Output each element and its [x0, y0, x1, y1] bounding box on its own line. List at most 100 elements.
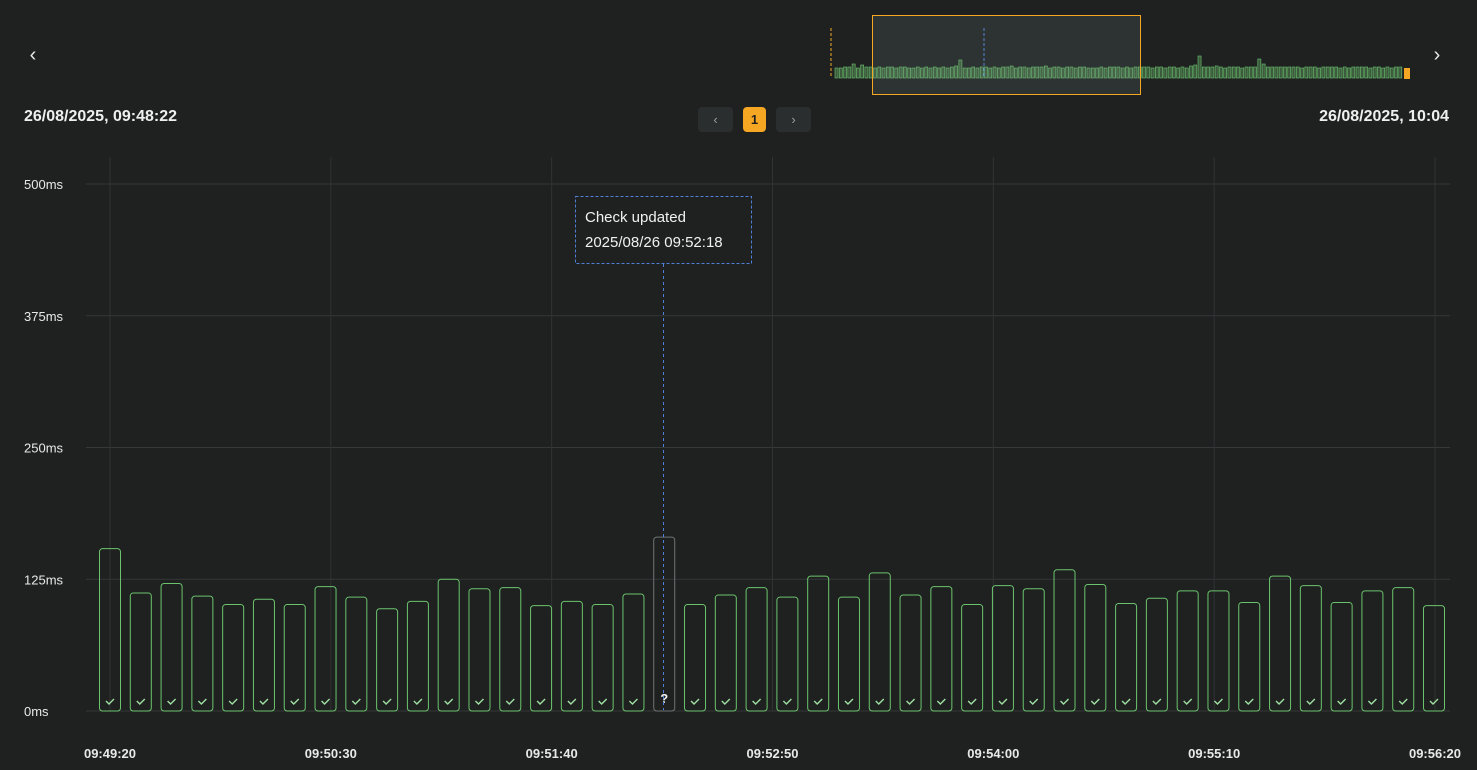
bar-outline[interactable]: [1238, 601, 1261, 712]
bar-outline[interactable]: [653, 536, 676, 712]
bar-outline[interactable]: [899, 594, 922, 712]
bar-outline[interactable]: [345, 596, 368, 712]
response-bar[interactable]: [160, 582, 183, 712]
bar-outline[interactable]: [930, 586, 953, 712]
response-bar[interactable]: [745, 587, 768, 712]
bar-outline[interactable]: [1361, 590, 1384, 712]
bar-outline[interactable]: [714, 594, 737, 712]
response-bar[interactable]: [930, 586, 953, 712]
bar-outline[interactable]: [160, 582, 183, 712]
bar-outline[interactable]: [191, 595, 214, 712]
overview-selection-window[interactable]: [872, 15, 1141, 95]
response-bar[interactable]: [622, 593, 645, 712]
bar-outline[interactable]: [283, 604, 306, 712]
bar-outline[interactable]: [129, 592, 152, 712]
timeline-overview[interactable]: [825, 12, 1425, 102]
bar-outline[interactable]: [622, 593, 645, 712]
response-bar[interactable]: [591, 604, 614, 712]
bar-outline[interactable]: [776, 596, 799, 712]
overview-bar: [1219, 66, 1223, 79]
bar-outline[interactable]: [1299, 585, 1322, 712]
response-bar[interactable]: [191, 595, 214, 712]
response-bar[interactable]: [1361, 590, 1384, 712]
response-bar[interactable]: [1330, 601, 1353, 712]
response-bar[interactable]: [1269, 575, 1292, 712]
response-bar[interactable]: [714, 594, 737, 712]
bar-outline[interactable]: [314, 586, 337, 712]
page-prev-chevron-left-icon[interactable]: ‹: [698, 107, 733, 132]
bar-outline[interactable]: [1330, 601, 1353, 712]
response-bar[interactable]: [99, 548, 121, 712]
bar-outline[interactable]: [991, 585, 1014, 712]
overview-bar: [860, 64, 864, 79]
response-bar[interactable]: [776, 596, 799, 712]
chevron-left-icon[interactable]: ‹: [29, 44, 37, 66]
response-bar[interactable]: [437, 578, 460, 712]
bar-outline[interactable]: [1207, 590, 1230, 712]
response-bar[interactable]: [837, 596, 860, 712]
bar-outline[interactable]: [1392, 587, 1415, 712]
overview-bar: [975, 67, 980, 79]
bar-outline[interactable]: [560, 600, 583, 712]
bar-outline[interactable]: [1084, 584, 1107, 712]
check-icon: [844, 698, 854, 705]
response-bar[interactable]: [868, 572, 891, 712]
response-bar[interactable]: [1392, 587, 1415, 712]
response-bar[interactable]: [961, 604, 984, 712]
bar-outline[interactable]: [222, 604, 245, 712]
response-bar[interactable]: [1207, 590, 1230, 712]
bar-outline[interactable]: [684, 604, 707, 712]
response-bar[interactable]: [376, 608, 399, 712]
overview-bar: [1210, 66, 1215, 79]
response-bar[interactable]: ?: [653, 536, 676, 712]
response-bar[interactable]: [314, 586, 337, 712]
bar-outline[interactable]: [530, 605, 553, 712]
response-bar[interactable]: [899, 594, 922, 712]
response-bar[interactable]: [222, 604, 245, 712]
response-bar[interactable]: [468, 588, 491, 712]
response-bar[interactable]: [560, 600, 583, 712]
response-bar[interactable]: [1084, 584, 1107, 712]
response-bar[interactable]: [406, 600, 429, 712]
response-bar[interactable]: [129, 592, 152, 712]
response-bar[interactable]: [1238, 601, 1261, 712]
response-bar[interactable]: [530, 605, 553, 712]
bar-outline[interactable]: [499, 587, 522, 712]
response-bar[interactable]: [991, 585, 1014, 712]
response-bar[interactable]: [1176, 590, 1199, 712]
bar-outline[interactable]: [406, 600, 429, 712]
bar-outline[interactable]: [1176, 590, 1199, 712]
bar-outline[interactable]: [1145, 597, 1168, 712]
response-bar[interactable]: [499, 587, 522, 712]
response-bar[interactable]: [1423, 605, 1445, 712]
bar-outline[interactable]: [437, 578, 460, 712]
response-bar[interactable]: [684, 604, 707, 712]
response-bar[interactable]: [283, 604, 306, 712]
bar-outline[interactable]: [99, 548, 121, 712]
bar-outline[interactable]: [807, 575, 830, 712]
response-bar[interactable]: [252, 598, 275, 712]
bar-outline[interactable]: [376, 608, 399, 712]
bar-outline[interactable]: [1022, 588, 1045, 712]
bar-outline[interactable]: [252, 598, 275, 712]
page-current-button[interactable]: 1: [743, 107, 766, 132]
response-bar[interactable]: [807, 575, 830, 712]
response-bar[interactable]: [1022, 588, 1045, 712]
page-next-chevron-right-icon[interactable]: ›: [776, 107, 811, 132]
response-bar[interactable]: [1145, 597, 1168, 712]
bar-outline[interactable]: [868, 572, 891, 712]
bar-outline[interactable]: [961, 604, 984, 712]
response-bar[interactable]: [1299, 585, 1322, 712]
bar-outline[interactable]: [468, 588, 491, 712]
bar-outline[interactable]: [1115, 602, 1138, 712]
bar-outline[interactable]: [837, 596, 860, 712]
bar-outline[interactable]: [591, 604, 614, 712]
bar-outline[interactable]: [1269, 575, 1292, 712]
response-bar[interactable]: [1115, 602, 1138, 712]
bar-outline[interactable]: [1423, 605, 1445, 712]
response-bar[interactable]: [345, 596, 368, 712]
bar-outline[interactable]: [745, 587, 768, 712]
response-bar[interactable]: [1053, 569, 1076, 712]
chevron-right-icon[interactable]: ›: [1433, 44, 1441, 66]
bar-outline[interactable]: [1053, 569, 1076, 712]
